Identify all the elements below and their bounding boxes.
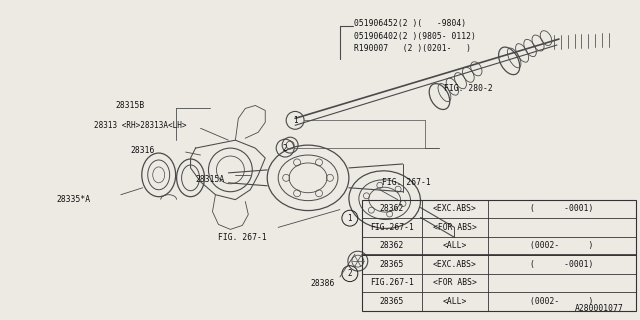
Text: <ALL>: <ALL> bbox=[443, 241, 467, 251]
Text: <FOR ABS>: <FOR ABS> bbox=[433, 223, 477, 232]
Text: 1: 1 bbox=[292, 116, 298, 125]
Text: 28335*A: 28335*A bbox=[56, 195, 90, 204]
Text: (      -0001): ( -0001) bbox=[530, 260, 593, 269]
Text: (0002-      ): (0002- ) bbox=[530, 241, 593, 251]
Text: FIG.267-1: FIG.267-1 bbox=[370, 278, 414, 287]
Text: FIG.267-1: FIG.267-1 bbox=[370, 223, 414, 232]
Text: 051906452(2 )(   -9804): 051906452(2 )( -9804) bbox=[354, 19, 466, 28]
Text: 051906402(2 )(9805- 0112): 051906402(2 )(9805- 0112) bbox=[354, 32, 476, 41]
Text: 28313 <RH>28313A<LH>: 28313 <RH>28313A<LH> bbox=[94, 121, 186, 130]
Text: 28362: 28362 bbox=[380, 241, 404, 251]
Text: 2: 2 bbox=[283, 144, 287, 153]
Text: A280001077: A280001077 bbox=[575, 304, 623, 313]
Text: FIG. 280-2: FIG. 280-2 bbox=[444, 84, 493, 93]
Text: 28365: 28365 bbox=[380, 297, 404, 306]
Text: <EXC.ABS>: <EXC.ABS> bbox=[433, 260, 477, 269]
Text: 28362: 28362 bbox=[380, 204, 404, 213]
Text: (      -0001): ( -0001) bbox=[530, 204, 593, 213]
Text: <EXC.ABS>: <EXC.ABS> bbox=[433, 204, 477, 213]
Text: FIG. 267-1: FIG. 267-1 bbox=[218, 233, 267, 242]
Text: 28315A: 28315A bbox=[196, 175, 225, 184]
Text: 28315B: 28315B bbox=[116, 101, 145, 110]
Text: FIG. 267-1: FIG. 267-1 bbox=[381, 178, 431, 187]
Text: 1: 1 bbox=[348, 214, 352, 223]
Text: 28316: 28316 bbox=[131, 146, 155, 155]
Bar bbox=[362, 200, 636, 311]
Text: 28386: 28386 bbox=[310, 279, 335, 288]
Text: 28365: 28365 bbox=[380, 260, 404, 269]
Text: <FOR ABS>: <FOR ABS> bbox=[433, 278, 477, 287]
Text: R190007   (2 )(0201-   ): R190007 (2 )(0201- ) bbox=[354, 44, 471, 53]
Text: <ALL>: <ALL> bbox=[443, 297, 467, 306]
Text: 2: 2 bbox=[348, 269, 352, 278]
Text: (0002-      ): (0002- ) bbox=[530, 297, 593, 306]
